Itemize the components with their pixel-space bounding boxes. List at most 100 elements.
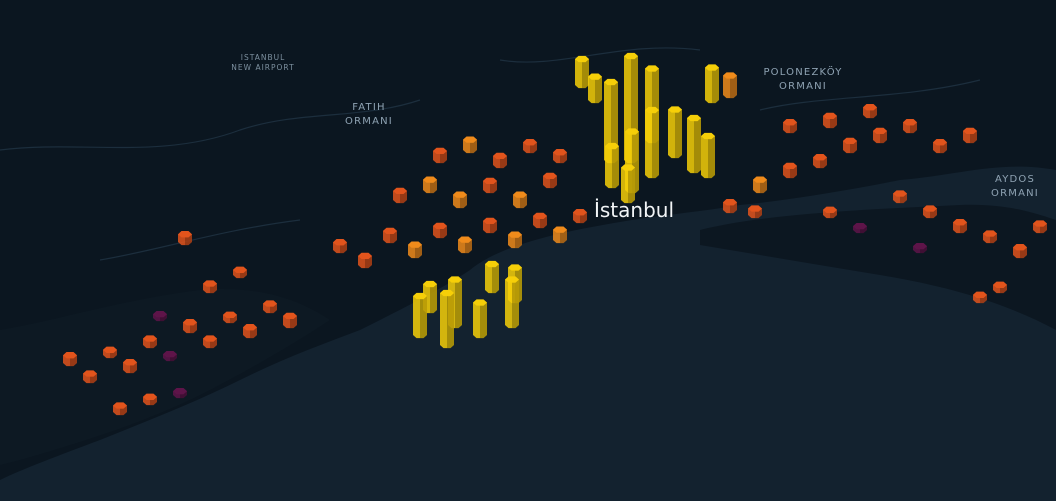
hex-column [143, 335, 157, 349]
hex-column [913, 242, 927, 254]
column-shade [120, 405, 127, 416]
column-shade [365, 255, 372, 269]
column-shade [110, 349, 117, 359]
hex-column [433, 147, 447, 164]
column-top [553, 149, 567, 156]
column-top [203, 335, 217, 342]
column-shade [415, 244, 422, 259]
column-side [687, 118, 701, 174]
column-side [705, 67, 719, 104]
column-top [625, 128, 639, 135]
hex-column [505, 276, 519, 329]
hex-column [508, 231, 522, 249]
column-shade [480, 302, 487, 339]
column-top [513, 191, 527, 198]
column-top [103, 346, 117, 353]
column-shade [460, 194, 467, 209]
hex-column [853, 222, 867, 234]
column-shade [820, 157, 827, 169]
column-side [453, 194, 467, 209]
column-top [153, 310, 167, 318]
column-side [513, 194, 527, 209]
column-top [573, 209, 587, 216]
column-top [408, 241, 422, 248]
column-shade [694, 118, 701, 174]
hex-column [523, 139, 537, 154]
place-label: ISTANBUL [241, 53, 286, 62]
column-shade [430, 179, 437, 194]
hex-column [783, 119, 797, 134]
column-top [163, 350, 177, 358]
column-shade [790, 165, 797, 179]
column-shade [560, 152, 567, 164]
column-side [588, 76, 602, 104]
column-shade [990, 233, 997, 244]
column-shade [340, 242, 347, 254]
column-top [533, 212, 547, 220]
column-shade [760, 179, 767, 194]
column-top [913, 242, 927, 250]
hex-column [243, 324, 257, 339]
hex-column [605, 142, 619, 189]
hex-column [153, 310, 167, 322]
column-top [485, 260, 499, 268]
column-shade [160, 314, 167, 322]
column-side [605, 146, 619, 189]
column-top [473, 299, 487, 306]
column-top [83, 370, 97, 377]
hex-column [203, 335, 217, 349]
column-top [843, 137, 857, 145]
column-shade [455, 279, 462, 329]
hex-column [103, 346, 117, 359]
place-label: ORMANI [991, 188, 1039, 199]
hex-column [813, 154, 827, 169]
column-shade [70, 355, 77, 367]
hex-column [113, 402, 127, 416]
column-top [748, 205, 762, 212]
hex-column [621, 164, 635, 204]
place-label: ORMANI [345, 116, 393, 127]
column-top [687, 114, 701, 122]
column-side [723, 75, 737, 99]
column-top [358, 252, 372, 260]
column-shade [628, 167, 635, 204]
hex-column [483, 177, 497, 194]
column-shade [447, 293, 454, 349]
column-top [701, 132, 715, 140]
hex-column [493, 152, 507, 169]
hex-column [223, 311, 237, 324]
column-top [873, 127, 887, 135]
column-shade [595, 76, 602, 104]
column-top [483, 217, 497, 225]
column-top [753, 176, 767, 183]
column-shade [730, 75, 737, 99]
column-shade [190, 322, 197, 334]
column-top [723, 199, 737, 206]
hex-column [183, 319, 197, 334]
column-top [413, 292, 427, 300]
hex-column [705, 64, 719, 104]
column-shade [250, 327, 257, 339]
hex-column [393, 187, 407, 204]
column-shade [430, 284, 437, 314]
column-top [893, 190, 907, 197]
column-top [963, 127, 977, 135]
column-side [485, 264, 499, 294]
column-shade [420, 296, 427, 339]
hex-column [723, 199, 737, 214]
column-shade [240, 269, 247, 279]
column-top [853, 222, 867, 230]
column-top [645, 65, 659, 72]
column-top [523, 139, 537, 146]
column-shade [880, 130, 887, 144]
column-shade [470, 139, 477, 154]
column-top [645, 106, 659, 114]
hex-column [553, 226, 567, 244]
column-shade [520, 194, 527, 209]
column-top [433, 147, 447, 155]
column-shade [675, 109, 682, 159]
column-shade [580, 212, 587, 224]
column-top [993, 281, 1007, 288]
hex-column [993, 281, 1007, 294]
column-side [553, 229, 567, 244]
